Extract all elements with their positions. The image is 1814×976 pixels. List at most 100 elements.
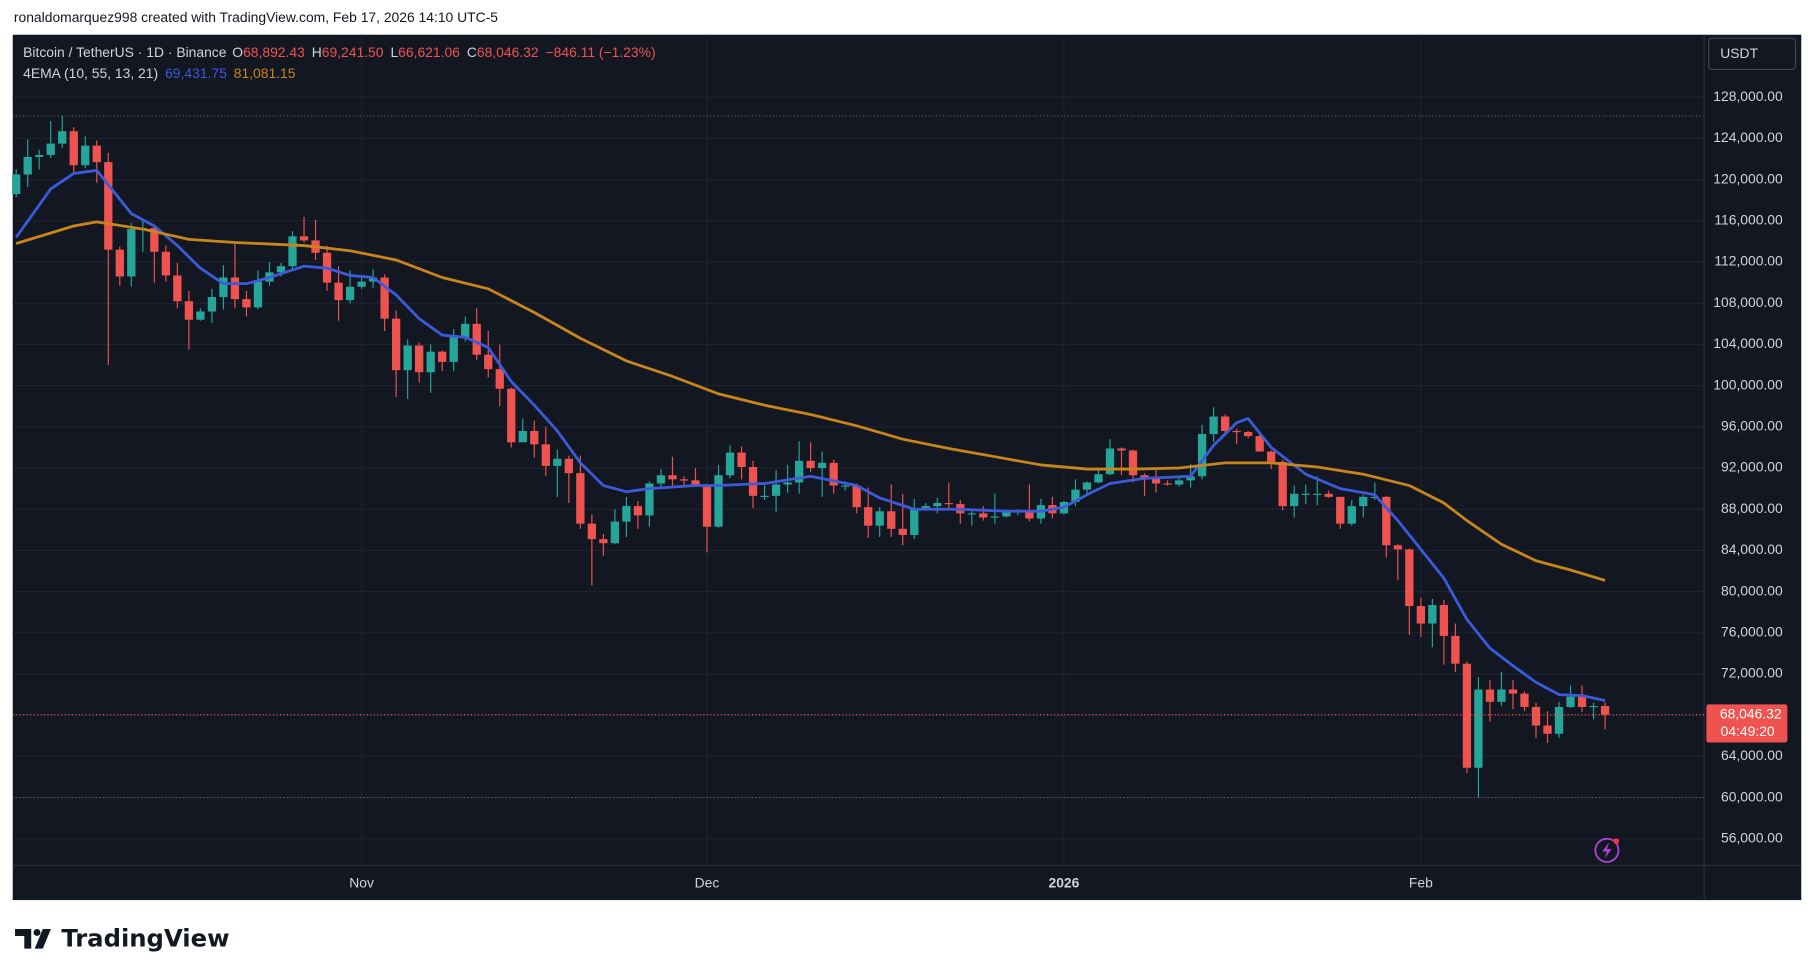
candle-body <box>875 511 884 526</box>
candle-body <box>587 523 597 540</box>
y-tick-label: 60,000.00 <box>1721 788 1783 804</box>
candle-body <box>449 337 458 362</box>
ohlc-value: 66,621.06 <box>398 44 460 60</box>
candle-body <box>253 281 263 308</box>
candle-body <box>541 444 550 466</box>
y-tick-label: 112,000.00 <box>1714 253 1783 269</box>
candle-body <box>1290 493 1299 507</box>
candle-body <box>702 484 712 527</box>
candle-body <box>92 145 101 163</box>
candle-body <box>530 430 539 445</box>
y-tick-label: 84,000.00 <box>1721 541 1783 557</box>
y-tick-label: 108,000.00 <box>1713 294 1783 310</box>
candle-body <box>1255 436 1264 452</box>
grid-layer <box>12 34 1705 866</box>
candle-body <box>979 513 988 518</box>
indicator-value: 69,431.75 <box>165 65 227 81</box>
candle-body <box>622 506 631 522</box>
candle-body <box>1082 482 1092 490</box>
candle-body <box>1278 461 1287 507</box>
candle-body <box>207 297 217 312</box>
ohlc-key: C <box>467 44 477 60</box>
countdown: 04:49:20 <box>1721 723 1775 739</box>
candle-body <box>576 473 585 524</box>
alert-dot <box>1613 838 1620 844</box>
candle-body <box>1197 434 1207 477</box>
candle-body <box>380 277 389 319</box>
y-tick-label: 116,000.00 <box>1714 212 1783 228</box>
candle-body <box>829 462 838 486</box>
candle-body <box>1566 696 1575 707</box>
ohlc-value: 68,892.43 <box>243 44 305 60</box>
candle-body <box>1163 483 1172 485</box>
indicator-legend: 4EMA (10, 55, 13, 21) 69,431.75 81,081.15 <box>23 65 296 81</box>
candle-body <box>1416 606 1426 624</box>
candle-body <box>553 458 562 466</box>
last-price-tag <box>1706 704 1788 743</box>
candle-body <box>69 131 78 166</box>
alert-bolt <box>1602 842 1612 859</box>
y-tick-label: 104,000.00 <box>1713 335 1783 351</box>
ema-line <box>15 168 1606 702</box>
candle-body <box>944 503 953 505</box>
candle-body <box>748 466 758 496</box>
candle-body <box>1359 496 1368 507</box>
candle-body <box>1105 448 1115 475</box>
candle-body <box>12 174 21 195</box>
alert-icon[interactable] <box>1594 837 1620 863</box>
symbol: Bitcoin / TetherUS · 1D · Binance <box>23 44 227 60</box>
indicator-value: 81,081.15 <box>234 65 296 81</box>
y-tick-label: 100,000.00 <box>1713 376 1783 392</box>
candle-body <box>1267 451 1276 462</box>
candle-body <box>1232 430 1241 433</box>
attribution: ronaldomarquez998 created with TradingVi… <box>14 9 498 25</box>
x-tick-label: 2026 <box>1048 875 1079 891</box>
candle-body <box>127 229 136 277</box>
y-tick-label: 120,000.00 <box>1713 170 1783 186</box>
y-tick-label: 64,000.00 <box>1721 747 1783 763</box>
candle-body <box>1474 689 1483 768</box>
candle-body <box>1128 450 1138 476</box>
candle-body <box>1025 511 1034 519</box>
candle-body <box>633 506 643 516</box>
candle-body <box>610 521 620 544</box>
y-tick-label: 72,000.00 <box>1721 665 1783 681</box>
candle-body <box>1370 496 1379 499</box>
candle-body <box>276 266 286 273</box>
candle-body <box>1347 506 1356 524</box>
candle-body <box>933 503 942 507</box>
candle-body <box>1382 496 1391 546</box>
candle-body <box>645 483 654 516</box>
candle-body <box>345 286 355 301</box>
candle-body <box>1485 689 1495 702</box>
candle-body <box>1117 448 1126 451</box>
candle-body <box>1554 706 1564 734</box>
candle-body <box>1589 706 1598 708</box>
logo-mark <box>15 929 32 949</box>
candle-body <box>990 516 999 518</box>
candle-body <box>426 351 435 373</box>
candle-body <box>691 480 700 485</box>
y-tick-label: 88,000.00 <box>1721 500 1783 516</box>
candle-body <box>1428 605 1437 624</box>
candle-body <box>1324 493 1333 497</box>
candle-body <box>1071 489 1080 503</box>
y-tick-label: 124,000.00 <box>1713 129 1783 145</box>
currency-box[interactable] <box>1708 37 1797 71</box>
candle-body <box>817 462 827 469</box>
candle-body <box>1439 605 1449 636</box>
candle-body <box>852 485 861 508</box>
candle-body <box>1531 706 1541 726</box>
candle-body <box>150 228 159 252</box>
candle-body <box>1209 416 1218 435</box>
candle-body <box>1151 478 1161 484</box>
candle-body <box>1313 493 1322 495</box>
candle-body <box>357 281 366 287</box>
ohlc-value: 68,046.32 <box>477 44 539 60</box>
candle-body <box>46 143 55 155</box>
candle-body <box>230 277 240 300</box>
candle-body <box>1451 635 1460 664</box>
candle-body <box>864 507 873 526</box>
candle-body <box>219 277 228 298</box>
